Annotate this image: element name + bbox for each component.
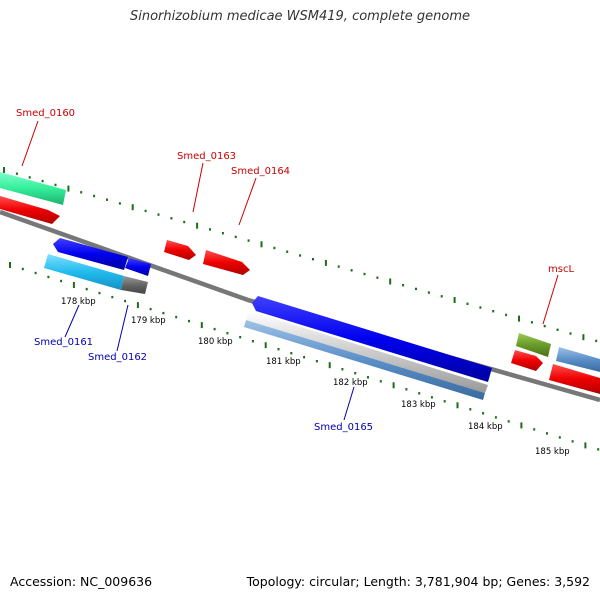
leader-smed-0160 [21,120,39,167]
gene-label-smed-0164: Smed_0164 [231,166,290,177]
leader-smed-0161 [64,304,80,338]
kbp-label-182: 182 kbp [333,378,368,388]
gene-smed-0161-feature [44,254,124,290]
kbp-label-180: 180 kbp [198,337,233,347]
gene-smed-0160-feature [0,172,66,205]
gene-smed-0165-feature-steel [244,320,485,400]
kbp-label-181: 181 kbp [266,357,301,367]
kbp-label-184: 184 kbp [468,422,503,432]
kbp-label-185: 185 kbp [535,447,570,457]
gene-smed-0162-feature [121,276,148,294]
gene-smed-0160-arrow [0,196,60,224]
kbp-label-183: 183 kbp [401,400,436,410]
leader-smed-0162 [116,304,129,352]
kbp-labels: 178 kbp 179 kbp 180 kbp 181 kbp 182 kbp … [61,297,570,457]
leader-smed-0165 [343,386,355,421]
label-leader-lines [21,120,559,421]
forward-strand-features [0,172,600,394]
leader-smed-0164 [238,177,257,226]
gene-msc-l-arrow [511,350,543,371]
gene-label-smed-0161: Smed_0161 [34,337,93,348]
gene-next-arrow-upper [549,364,600,394]
gene-label-smed-0163: Smed_0163 [177,151,236,162]
gene-label-smed-0160: Smed_0160 [16,108,75,119]
tick-marks [3,167,600,451]
gene-next-feature-upper [556,347,600,372]
map-title: Sinorhizobium medicae WSM419, complete g… [129,9,471,24]
kbp-label-179: 179 kbp [131,316,166,326]
gene-label-smed-0165: Smed_0165 [314,422,373,433]
gene-smed-0165-feature-grey [246,311,488,393]
gene-smed-0165-arrow [252,296,492,382]
gene-smed-0161-arrow [53,238,128,270]
gene-smed-0164-arrow [203,250,250,275]
accession-text: Accession: NC_009636 [10,574,153,589]
leader-mscl [542,274,559,325]
gene-label-smed-0162: Smed_0162 [88,352,147,363]
gene-labels: Smed_0160 Smed_0163 Smed_0164 mscL Smed_… [16,108,574,433]
genome-summary-text: Topology: circular; Length: 3,781,904 bp… [246,574,590,589]
leader-smed-0163 [192,162,204,213]
kbp-label-178: 178 kbp [61,297,96,307]
gene-smed-0162-arrow [125,258,151,276]
gene-msc-l-feature [516,333,551,357]
gene-label-mscl: mscL [548,264,574,275]
gene-smed-0163-arrow [164,240,196,260]
reverse-strand-features [44,238,492,400]
